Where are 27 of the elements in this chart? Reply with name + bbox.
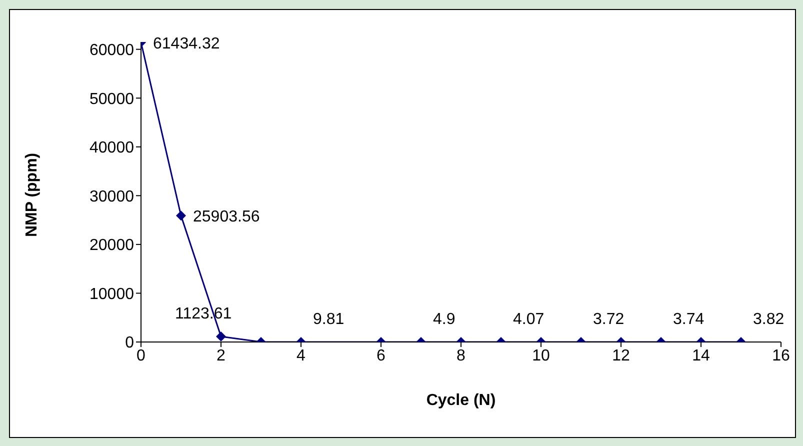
point bbox=[176, 210, 186, 221]
x-tick-label: 14 bbox=[692, 347, 710, 364]
data-label: 3.82 bbox=[753, 310, 784, 328]
y-tick-label: 40000 bbox=[90, 140, 134, 157]
x-tick-label: 12 bbox=[612, 347, 630, 364]
data-label: 25903.56 bbox=[193, 208, 260, 226]
data-label: 4.07 bbox=[513, 310, 544, 328]
x-tick-label: 2 bbox=[216, 347, 226, 364]
x-tick-label: 0 bbox=[136, 347, 146, 364]
y-tick-label: 30000 bbox=[90, 188, 134, 206]
data-label: 3.74 bbox=[673, 310, 704, 328]
x-axis-title: Cycle (N) bbox=[426, 392, 496, 409]
data-label: 9.81 bbox=[313, 310, 344, 328]
x-tick-label: 4 bbox=[296, 347, 306, 364]
y-tick-label: 20000 bbox=[90, 237, 134, 254]
x-tick-label: 16 bbox=[772, 347, 790, 364]
y-tick-label: 0 bbox=[125, 334, 134, 352]
x-tick-label: 8 bbox=[456, 347, 466, 364]
x-tick-label: 10 bbox=[532, 347, 550, 364]
y-tick-label: 60000 bbox=[90, 42, 134, 59]
y-axis-title: NMP (ppm) bbox=[24, 152, 41, 237]
data-label: 3.72 bbox=[593, 310, 624, 328]
data-label: 61434.32 bbox=[153, 35, 220, 52]
x-tick-label: 6 bbox=[376, 347, 386, 364]
data-label: 4.9 bbox=[433, 310, 456, 328]
y-tick-label: 50000 bbox=[90, 90, 134, 108]
y-tick-label: 10000 bbox=[90, 286, 134, 303]
